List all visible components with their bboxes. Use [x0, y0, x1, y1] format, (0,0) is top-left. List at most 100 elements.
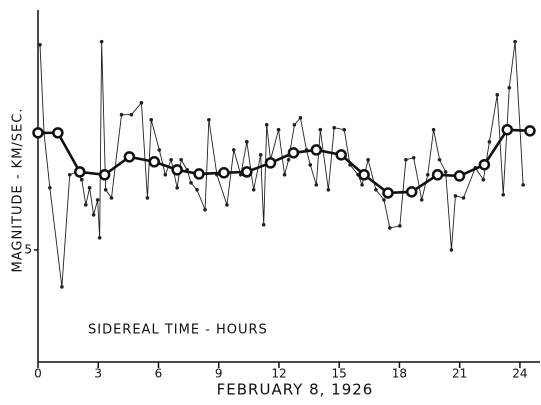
point — [443, 170, 448, 174]
point — [163, 172, 168, 177]
x-tick-label: 15 — [332, 367, 347, 381]
point — [478, 158, 491, 171]
point — [411, 155, 416, 160]
point — [91, 213, 96, 217]
point — [60, 285, 64, 289]
point — [218, 167, 230, 179]
x-tick-label: 9 — [215, 367, 223, 381]
point — [419, 198, 424, 202]
point — [231, 148, 236, 152]
point — [179, 157, 183, 162]
point — [292, 122, 297, 127]
series-line — [38, 128, 531, 195]
point — [335, 149, 347, 161]
annotation: SIDEREAL TIME - HOURS — [88, 323, 268, 338]
series-line — [39, 41, 524, 287]
point — [48, 185, 52, 190]
point — [425, 172, 430, 177]
point — [193, 168, 205, 180]
point — [119, 112, 124, 117]
point — [431, 127, 436, 132]
point — [97, 235, 102, 240]
point — [487, 140, 492, 144]
x-tick-label: 21 — [452, 367, 467, 381]
point — [358, 169, 370, 181]
point — [149, 118, 154, 122]
point — [405, 186, 418, 198]
point — [524, 125, 536, 137]
point — [145, 196, 150, 200]
point — [449, 248, 454, 252]
point — [507, 85, 512, 90]
point — [318, 127, 323, 132]
y-axis-label: MAGNITUDE - KM/SEC. — [11, 108, 26, 273]
point — [38, 42, 42, 47]
point — [276, 127, 281, 132]
point — [67, 172, 72, 177]
point — [195, 188, 199, 192]
point — [342, 127, 347, 132]
point — [501, 192, 506, 197]
x-tick-label: 3 — [94, 367, 102, 381]
point — [282, 172, 287, 177]
point — [310, 144, 323, 156]
point — [286, 157, 291, 162]
point — [398, 224, 402, 228]
point — [314, 183, 319, 187]
point — [83, 203, 88, 207]
point — [98, 169, 111, 181]
point — [360, 183, 364, 187]
point — [437, 157, 442, 162]
point — [225, 203, 229, 207]
point — [52, 127, 64, 139]
point — [103, 188, 108, 192]
point — [207, 118, 211, 122]
point — [99, 39, 104, 44]
point — [264, 157, 277, 169]
point — [326, 188, 331, 192]
point — [382, 187, 394, 199]
point — [157, 148, 162, 152]
y-tick-label: 5 — [24, 242, 32, 256]
point — [287, 147, 300, 159]
point — [148, 156, 161, 168]
point — [431, 169, 444, 181]
point — [79, 177, 84, 182]
point — [461, 196, 466, 200]
point — [258, 153, 263, 157]
point — [382, 198, 386, 202]
point — [308, 163, 313, 167]
point — [404, 157, 408, 162]
point — [169, 157, 173, 162]
point — [87, 185, 92, 190]
x-tick-label: 18 — [392, 367, 407, 381]
point — [453, 194, 458, 198]
point — [366, 157, 370, 162]
point — [453, 170, 466, 182]
point — [139, 101, 144, 105]
x-tick-label: 0 — [34, 367, 42, 381]
point — [203, 207, 207, 212]
point — [123, 151, 136, 163]
point — [241, 166, 253, 178]
point — [374, 188, 378, 192]
point — [264, 122, 269, 127]
point — [129, 112, 134, 117]
point — [95, 198, 100, 202]
point — [388, 226, 392, 230]
point — [74, 166, 86, 178]
point — [175, 185, 179, 190]
point — [495, 92, 500, 97]
point — [32, 127, 44, 139]
point — [501, 123, 514, 136]
point — [298, 116, 303, 120]
x-axis-label: FEBRUARY 8, 1926 — [217, 381, 374, 399]
x-tick-label: 12 — [271, 367, 286, 381]
point — [261, 222, 266, 227]
x-tick-label: 24 — [512, 367, 527, 381]
point — [513, 39, 517, 44]
point — [189, 181, 193, 185]
point — [332, 125, 336, 130]
x-tick-label: 6 — [155, 367, 163, 381]
